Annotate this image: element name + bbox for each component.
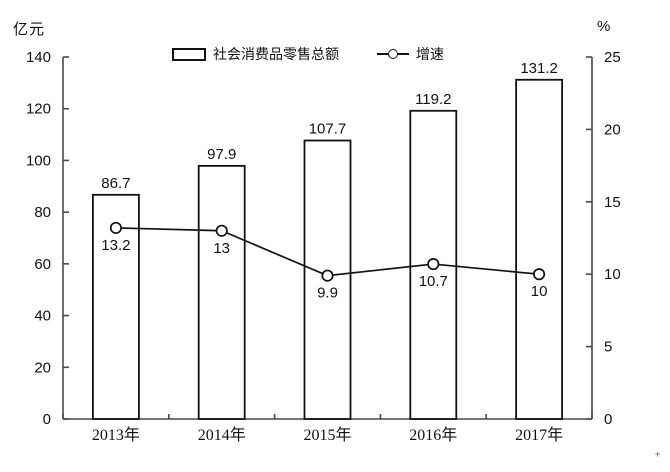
right-axis-tick-label: 10 bbox=[604, 266, 621, 283]
bar bbox=[197, 164, 246, 420]
x-category-label: 2017年 bbox=[515, 426, 563, 444]
axes bbox=[62, 56, 593, 420]
line-point-marker bbox=[533, 268, 546, 281]
cursor-artifact-mark: + bbox=[655, 449, 661, 459]
left-axis-tick-label: 60 bbox=[34, 256, 51, 273]
left-axis-tick-label: 20 bbox=[34, 359, 51, 376]
line-value-label: 9.9 bbox=[317, 285, 338, 302]
right-axis-tick-label: 25 bbox=[604, 49, 621, 66]
bar bbox=[92, 193, 140, 420]
line-series-marker-icon bbox=[377, 48, 409, 60]
right-axis-tick-label: 5 bbox=[604, 339, 612, 356]
line-value-label: 13.2 bbox=[101, 237, 130, 254]
line-point-marker bbox=[109, 221, 122, 234]
bar bbox=[515, 78, 563, 420]
bar-value-label: 131.2 bbox=[520, 60, 558, 77]
legend: 社会消费品零售总额 增速 bbox=[172, 44, 444, 64]
bar-series-swatch-icon bbox=[172, 47, 206, 61]
legend-bar-label: 社会消费品零售总额 bbox=[213, 46, 339, 62]
right-axis-tick-label: 0 bbox=[604, 411, 612, 428]
right-axis-tick-label: 15 bbox=[604, 194, 621, 211]
bar-value-label: 97.9 bbox=[207, 146, 236, 163]
x-category-label: 2016年 bbox=[409, 426, 457, 444]
right-axis-tick-label: 20 bbox=[604, 121, 621, 138]
x-category-label: 2013年 bbox=[92, 426, 140, 444]
legend-item-line-series: 增速 bbox=[377, 44, 444, 64]
line-point-marker bbox=[427, 258, 440, 271]
left-axis-tick-label: 100 bbox=[26, 152, 51, 169]
right-axis-unit-label: % bbox=[597, 18, 611, 35]
left-axis-tick-label: 80 bbox=[34, 204, 51, 221]
line-value-label: 10.7 bbox=[419, 273, 448, 290]
bar-value-label: 119.2 bbox=[415, 91, 451, 108]
left-axis-tick-label: 0 bbox=[43, 411, 51, 428]
left-axis-tick-label: 40 bbox=[34, 308, 51, 325]
line-value-label: 13 bbox=[213, 240, 230, 257]
left-axis-tick-label: 140 bbox=[26, 49, 51, 66]
bar-value-label: 107.7 bbox=[309, 121, 347, 138]
line-point-marker bbox=[321, 269, 334, 282]
bar-value-label: 86.7 bbox=[101, 175, 130, 192]
left-axis-unit-label: 亿元 bbox=[13, 21, 46, 38]
legend-line-label: 增速 bbox=[416, 46, 444, 62]
legend-item-bar-series: 社会消费品零售总额 bbox=[172, 44, 339, 64]
line-marker-circle bbox=[388, 49, 398, 59]
line-value-label: 10 bbox=[531, 283, 548, 300]
x-category-label: 2015年 bbox=[303, 426, 351, 444]
left-axis-tick-label: 120 bbox=[26, 101, 51, 118]
x-category-label: 2014年 bbox=[198, 426, 246, 444]
line-point-marker bbox=[215, 224, 228, 237]
